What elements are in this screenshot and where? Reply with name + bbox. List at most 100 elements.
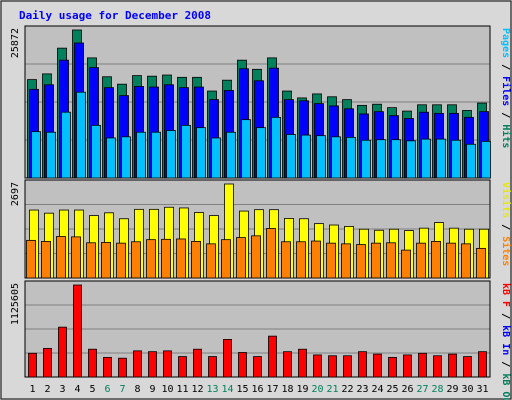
- x-tick-label-day-9: 9: [149, 384, 155, 395]
- bar-sites-day-18: [281, 241, 291, 279]
- bar-kb-f-day-8: [133, 350, 142, 378]
- x-tick-label-day-29: 29: [446, 384, 458, 395]
- x-tick-label-day-10: 10: [161, 384, 173, 395]
- bar-kb-f-day-13: [208, 356, 217, 378]
- x-tick-label-day-31: 31: [476, 384, 488, 395]
- bar-sites-day-29: [446, 242, 456, 279]
- legend-separator: /: [500, 58, 511, 76]
- bar-sites-day-31: [476, 247, 486, 279]
- x-tick-label-day-7: 7: [119, 384, 125, 395]
- y-axis-legend-label: Visits / Sites: [500, 182, 512, 266]
- panel-1: 25872 Pages / Files / Hits: [10, 25, 512, 179]
- bar-kb-f-day-24: [373, 353, 382, 378]
- x-tick-label-day-1: 1: [29, 384, 35, 395]
- bar-sites-day-7: [116, 242, 126, 279]
- bar-sites-day-12: [191, 241, 201, 279]
- bar-pages-day-15: [241, 119, 251, 179]
- bar-kb-f-day-11: [178, 356, 187, 378]
- legend-separator: /: [500, 307, 511, 325]
- bar-kb-f-day-15: [238, 352, 247, 378]
- x-tick-label-day-24: 24: [371, 384, 383, 395]
- bar-sites-day-5: [86, 242, 96, 279]
- bar-sites-day-15: [236, 237, 246, 279]
- bar-pages-day-22: [346, 136, 356, 179]
- bar-pages-day-17: [271, 116, 281, 179]
- bar-pages-day-9: [151, 131, 161, 179]
- x-tick-label-day-11: 11: [176, 384, 188, 395]
- bar-sites-day-1: [26, 239, 36, 279]
- bar-kb-f-day-30: [463, 356, 472, 378]
- y-axis-max-label: 2697: [10, 182, 21, 206]
- bar-sites-day-2: [41, 241, 51, 279]
- legend-hits: Hits: [500, 124, 512, 148]
- bar-kb-f-day-7: [118, 357, 127, 378]
- bar-sites-day-30: [461, 243, 471, 279]
- bar-sites-day-23: [356, 244, 366, 279]
- bar-pages-day-4: [76, 91, 86, 179]
- panel-2: 2697 Visits / Sites: [10, 179, 512, 279]
- legend-visits: Visits: [500, 182, 512, 218]
- bar-sites-day-20: [311, 240, 321, 279]
- bar-sites-day-22: [341, 243, 351, 279]
- y-axis-max-label: 1125605: [10, 283, 21, 325]
- bar-pages-day-8: [136, 131, 146, 179]
- x-tick-label-day-26: 26: [401, 384, 413, 395]
- y-axis-legend-label: Pages / Files / Hits: [500, 28, 512, 148]
- bar-sites-day-19: [296, 241, 306, 279]
- bar-sites-day-4: [71, 236, 81, 279]
- legend-separator: /: [500, 106, 511, 124]
- bar-kb-f-day-21: [328, 355, 337, 378]
- bar-kb-f-day-3: [58, 326, 67, 378]
- bar-pages-day-21: [331, 136, 341, 179]
- bar-sites-day-13: [206, 243, 216, 279]
- bar-pages-day-12: [196, 127, 206, 179]
- bar-sites-day-21: [326, 242, 336, 279]
- x-tick-label-day-17: 17: [266, 384, 278, 395]
- bar-kb-f-day-14: [223, 339, 232, 378]
- x-tick-label-day-15: 15: [236, 384, 248, 395]
- bar-sites-day-28: [431, 241, 441, 279]
- x-tick-label-day-12: 12: [191, 384, 203, 395]
- x-tick-label-day-30: 30: [461, 384, 473, 395]
- bar-kb-f-day-1: [28, 352, 37, 378]
- x-tick-label-day-2: 2: [44, 384, 50, 395]
- bar-sites-day-24: [371, 242, 381, 279]
- legend-kb-in: kB In: [500, 325, 511, 355]
- bar-sites-day-10: [161, 238, 171, 279]
- legend-kb-f: kB F: [500, 283, 511, 307]
- x-tick-label-day-19: 19: [296, 384, 308, 395]
- x-tick-label-day-25: 25: [386, 384, 398, 395]
- bar-kb-f-day-6: [103, 356, 112, 378]
- bar-pages-day-24: [376, 139, 386, 179]
- bar-kb-f-day-10: [163, 350, 172, 378]
- bar-kb-f-day-16: [253, 356, 262, 378]
- chart-title: Daily usage for December 2008: [19, 9, 211, 22]
- bar-pages-day-1: [31, 131, 41, 179]
- bar-pages-day-2: [46, 131, 56, 179]
- x-tick-label-day-27: 27: [416, 384, 428, 395]
- x-tick-label-day-14: 14: [221, 384, 233, 395]
- bar-sites-day-6: [101, 242, 111, 279]
- x-tick-label-day-6: 6: [104, 384, 110, 395]
- bar-pages-day-27: [421, 138, 431, 179]
- legend-files: Files: [500, 76, 512, 106]
- bar-sites-day-17: [266, 228, 276, 279]
- bar-sites-day-16: [251, 235, 261, 279]
- bar-pages-day-29: [451, 139, 461, 179]
- x-tick-label-day-20: 20: [311, 384, 323, 395]
- bar-pages-day-16: [256, 127, 266, 179]
- bar-pages-day-28: [436, 138, 446, 179]
- x-tick-label-day-18: 18: [281, 384, 293, 395]
- bar-pages-day-3: [61, 111, 71, 179]
- bar-kb-f-day-9: [148, 351, 157, 378]
- x-tick-label-day-16: 16: [251, 384, 263, 395]
- x-tick-label-day-13: 13: [206, 384, 218, 395]
- x-tick-label-day-21: 21: [326, 384, 338, 395]
- bar-kb-f-day-28: [433, 355, 442, 378]
- x-tick-label-day-28: 28: [431, 384, 443, 395]
- legend-separator: /: [500, 355, 511, 373]
- bar-sites-day-11: [176, 238, 186, 279]
